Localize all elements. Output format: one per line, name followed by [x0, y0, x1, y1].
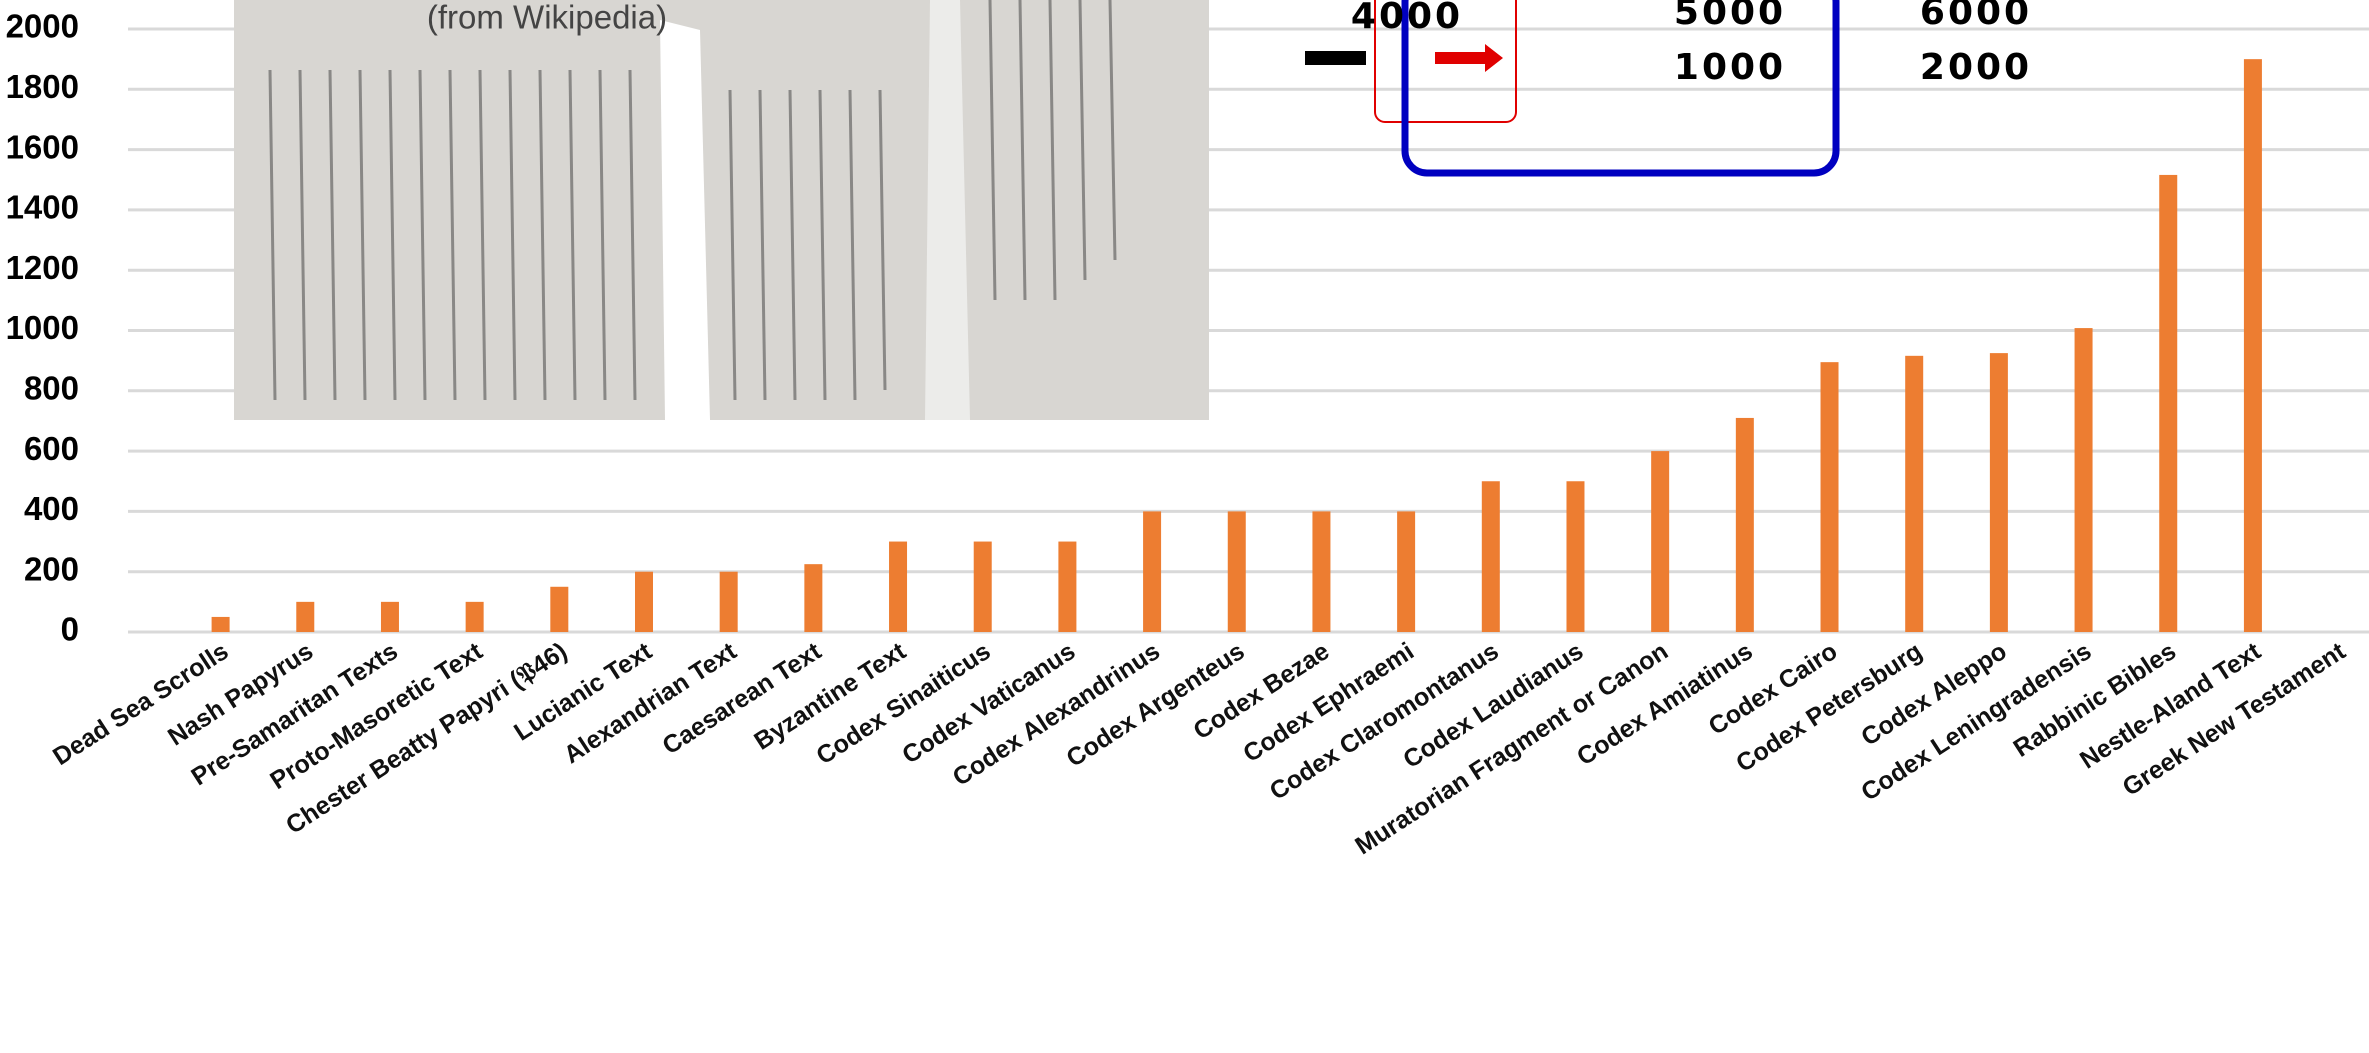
y-tick-label: 600	[24, 430, 79, 467]
bar	[2159, 174, 2178, 632]
annotation-number: 5000	[1674, 0, 1786, 33]
y-tick-label: 2000	[6, 8, 79, 45]
bar	[380, 601, 399, 632]
annotation-number: 1000	[1674, 47, 1786, 88]
black-bar	[1305, 51, 1366, 65]
y-tick-label: 800	[24, 370, 79, 407]
bar	[635, 571, 653, 632]
image-caption: (from Wikipedia)	[427, 0, 667, 36]
bar	[211, 616, 230, 632]
y-tick-label: 200	[24, 550, 79, 587]
annotation-number: 4000	[1351, 0, 1463, 37]
bars	[211, 59, 2262, 632]
bar	[1227, 511, 1246, 632]
y-tick-label: 1000	[6, 309, 79, 346]
blue-box	[1401, 0, 1840, 177]
bar	[1905, 355, 1924, 632]
bar	[465, 601, 484, 632]
red-arrow	[1435, 44, 1503, 72]
y-tick-label: 1200	[6, 249, 79, 286]
y-tick-label: 1800	[6, 68, 79, 105]
bar	[2074, 328, 2093, 632]
bar	[1566, 481, 1585, 632]
bar	[889, 541, 908, 632]
bar	[1143, 511, 1162, 632]
bar	[1312, 511, 1331, 632]
bar	[1058, 541, 1077, 632]
papyrus-image	[234, 0, 1209, 420]
y-tick-label: 1400	[6, 189, 79, 226]
bar	[973, 541, 992, 632]
bar	[1820, 362, 1839, 632]
y-tick-label: 400	[24, 490, 79, 527]
annotation-number: 6000	[1920, 0, 2032, 33]
bar	[1735, 417, 1754, 632]
bar	[550, 586, 569, 632]
red-box	[1374, 0, 1517, 123]
bar	[1989, 353, 2008, 632]
y-tick-label: 1600	[6, 128, 79, 165]
bar	[1481, 481, 1500, 632]
bar	[296, 601, 315, 632]
annotation-number: 2000	[1920, 47, 2032, 88]
bar	[804, 564, 823, 632]
bar	[2243, 59, 2262, 632]
bar	[719, 571, 738, 632]
bar	[1397, 511, 1416, 632]
y-tick-label: 0	[61, 611, 79, 648]
bar	[1651, 451, 1670, 632]
